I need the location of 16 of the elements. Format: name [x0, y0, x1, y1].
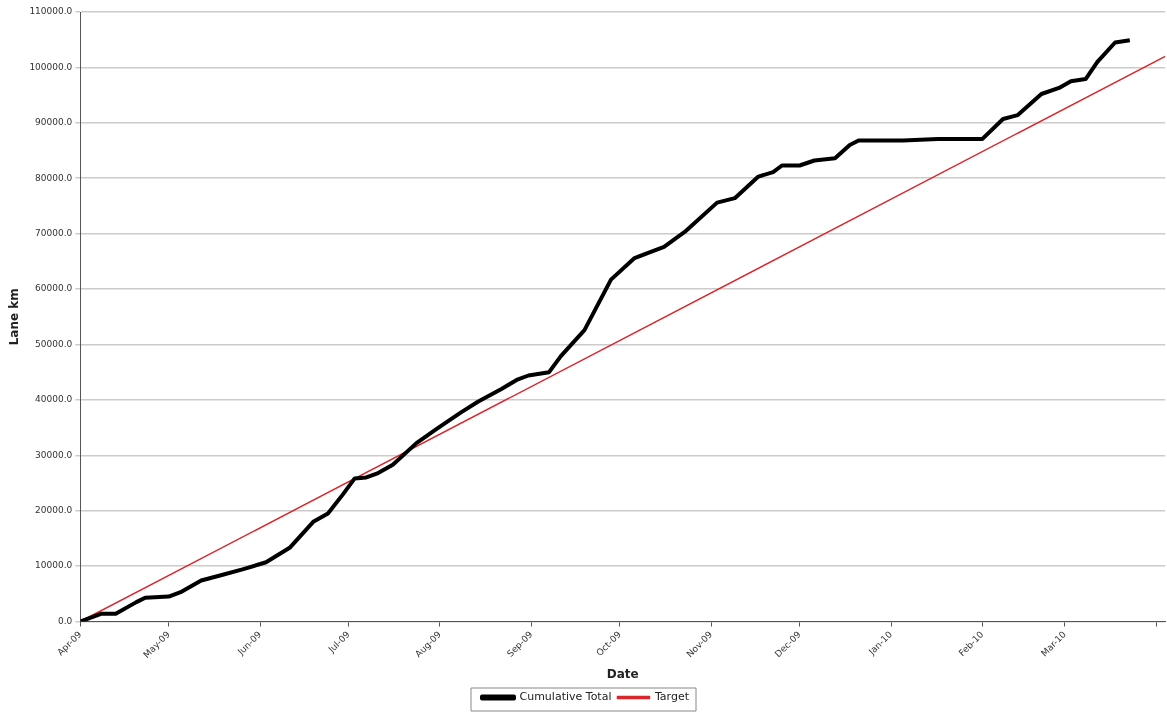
y-tick-label: 80000.0: [35, 172, 73, 183]
legend-label: Target: [653, 690, 690, 704]
y-axis-title: Lane km: [7, 288, 22, 346]
y-tick-label: 110000.0: [29, 6, 73, 17]
y-tick-label: 100000.0: [29, 61, 73, 72]
y-tick-label: 70000.0: [35, 227, 73, 238]
y-tick-label: 10000.0: [35, 560, 73, 571]
y-tick-label: 20000.0: [35, 505, 73, 516]
y-tick-label: 50000.0: [35, 338, 73, 349]
y-tick-label: 0.0: [58, 615, 73, 626]
y-tick-label: 60000.0: [35, 283, 73, 294]
x-axis-title: Date: [606, 666, 639, 681]
y-tick-label: 90000.0: [35, 117, 73, 128]
legend-label: Cumulative Total: [519, 690, 612, 704]
y-tick-label: 40000.0: [35, 394, 73, 405]
y-tick-label: 30000.0: [35, 449, 73, 460]
